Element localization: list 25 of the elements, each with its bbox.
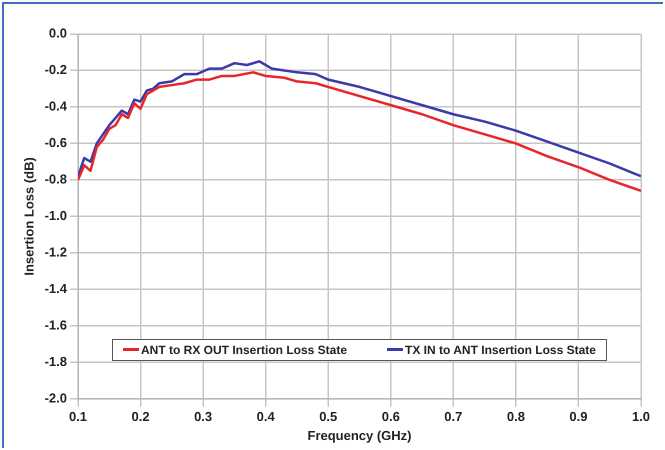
x-tick-label: 0.2 bbox=[132, 409, 150, 424]
x-tick-label: 0.5 bbox=[319, 409, 338, 424]
y-tick-label: -0.8 bbox=[44, 172, 67, 186]
x-tick-label: 0.8 bbox=[506, 409, 525, 424]
x-tick-label: 0.3 bbox=[194, 409, 212, 424]
x-axis-title: Frequency (GHz) bbox=[307, 428, 412, 443]
legend-label: ANT to RX OUT Insertion Loss State bbox=[141, 342, 348, 357]
x-tick-label: 0.6 bbox=[382, 409, 400, 424]
y-tick-label: -0.2 bbox=[44, 62, 67, 78]
x-tick-label: 1.0 bbox=[632, 409, 650, 424]
y-tick-label: -0.6 bbox=[44, 135, 67, 150]
y-tick-label: 0.0 bbox=[48, 26, 67, 41]
x-tick-label: 0.1 bbox=[68, 409, 88, 424]
x-tick-label: 0.4 bbox=[256, 409, 276, 424]
y-tick-label: -1.4 bbox=[44, 280, 68, 296]
y-tick-label: -0.4 bbox=[44, 98, 68, 114]
y-tick-label: -1.6 bbox=[44, 317, 67, 332]
y-tick-label: -1.2 bbox=[44, 244, 67, 260]
y-tick-label: -2.0 bbox=[44, 390, 67, 406]
x-tick-label: 0.9 bbox=[569, 409, 588, 424]
legend-label: TX IN to ANT Insertion Loss State bbox=[405, 342, 596, 357]
x-tick-label: 0.7 bbox=[444, 409, 462, 424]
y-tick-label: -1.8 bbox=[44, 354, 67, 369]
y-tick-label: -1.0 bbox=[44, 208, 67, 223]
y-axis-title: Insertion Loss (dB) bbox=[21, 157, 36, 276]
